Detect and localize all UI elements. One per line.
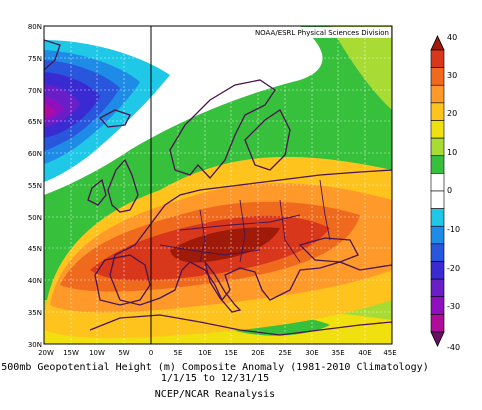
caption-source: NCEP/NCAR Reanalysis — [154, 389, 276, 400]
colorbar-segment — [430, 278, 445, 298]
lon-label: 15E — [224, 349, 237, 357]
colorbar-segment — [430, 225, 445, 245]
colorbar-tick: 0 — [447, 186, 452, 195]
lon-label: 5E — [174, 349, 183, 357]
map-frame — [43, 25, 393, 345]
lat-label: 75N — [28, 55, 42, 63]
lon-label: 15W — [63, 349, 79, 357]
colorbar-top-arrow — [430, 35, 445, 51]
colorbar-tick: -10 — [447, 225, 460, 234]
lat-label: 65N — [28, 118, 42, 126]
lon-label: 20W — [38, 349, 54, 357]
lat-label: 70N — [28, 87, 42, 95]
colorbar-tick: -20 — [447, 264, 460, 273]
colorbar-segment — [430, 120, 445, 139]
colorbar-tick: 10 — [447, 148, 457, 157]
colorbar-tick: -40 — [447, 343, 460, 352]
colorbar-segment — [430, 67, 445, 86]
colorbar-tick: 20 — [447, 109, 457, 118]
lon-label: 25E — [278, 349, 291, 357]
colorbar-segment — [430, 137, 445, 157]
lon-label: 10W — [89, 349, 105, 357]
lon-label: 45E — [383, 349, 396, 357]
colorbar-segment — [430, 49, 445, 68]
lon-label: 35E — [331, 349, 344, 357]
colorbar-tick-labels: 40 30 20 10 0 -10 -20 -30 -40 — [447, 33, 460, 352]
lat-label: 80N — [28, 23, 42, 31]
lon-label: 10E — [198, 349, 211, 357]
lon-label: 0 — [149, 349, 153, 357]
lon-label: 5W — [118, 349, 129, 357]
colorbar-segment — [430, 84, 445, 104]
colorbar-segment — [430, 190, 445, 209]
lat-label: 60N — [28, 150, 42, 158]
colorbar-segment — [430, 102, 445, 121]
colorbar-segment — [430, 314, 445, 333]
lat-label: 45N — [28, 245, 42, 253]
lon-label: 20E — [251, 349, 264, 357]
colorbar-tick: -30 — [447, 302, 460, 311]
colorbar-tick: 30 — [447, 71, 457, 80]
colorbar-segment — [430, 261, 445, 280]
lat-label: 40N — [28, 277, 42, 285]
colorbar-tick: 40 — [447, 33, 457, 42]
lat-label: 50N — [28, 214, 42, 222]
caption-title: 500mb Geopotential Height (m) Composite … — [1, 362, 429, 373]
credit-label: NOAA/ESRL Physical Sciences Division — [255, 29, 389, 37]
lat-label: 35N — [28, 309, 42, 317]
colorbar-segment — [430, 155, 445, 174]
colorbar-segment — [430, 173, 445, 192]
lon-label: 40E — [358, 349, 371, 357]
lat-label: 30N — [28, 341, 42, 349]
caption-dates: 1/1/15 to 12/31/15 — [160, 373, 270, 384]
colorbar-bottom-arrow — [430, 331, 445, 347]
lat-label: 55N — [28, 182, 42, 190]
colorbar-segment — [430, 208, 445, 227]
lon-label: 30E — [305, 349, 318, 357]
coastlines — [44, 39, 392, 336]
colorbar — [430, 35, 445, 347]
colorbar-segment — [430, 296, 445, 315]
lon-tick-labels: 20W 15W 10W 5W 0 5E 10E 15E 20E 25E 30E … — [38, 349, 397, 357]
colorbar-segment — [430, 243, 445, 262]
lat-tick-labels: 80N 75N 70N 65N 60N 55N 50N 45N 40N 35N … — [28, 23, 42, 349]
map-plot-area — [44, 26, 392, 344]
graticule — [44, 26, 392, 344]
